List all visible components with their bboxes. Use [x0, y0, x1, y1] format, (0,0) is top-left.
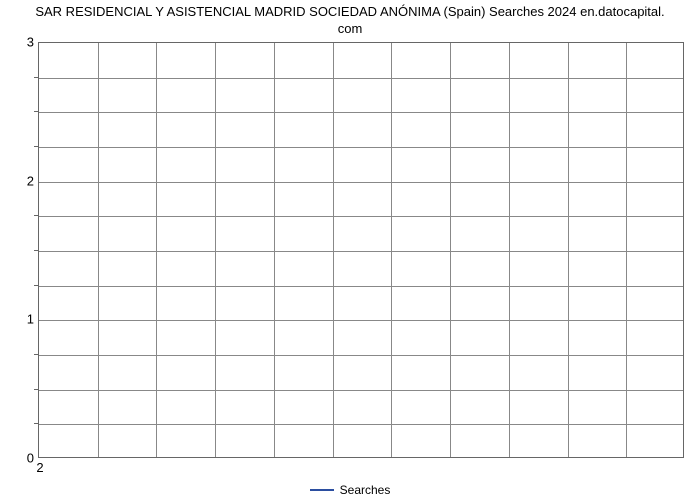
gridline-horizontal [39, 182, 683, 183]
gridline-vertical [333, 43, 334, 457]
gridline-vertical [568, 43, 569, 457]
chart-container: SAR RESIDENCIAL Y ASISTENCIAL MADRID SOC… [0, 0, 700, 500]
gridline-vertical [98, 43, 99, 457]
gridline-vertical [274, 43, 275, 457]
gridline-horizontal [39, 112, 683, 113]
gridline-vertical [626, 43, 627, 457]
y-tick-label: 3 [4, 35, 34, 50]
gridline-vertical [156, 43, 157, 457]
gridline-horizontal [39, 251, 683, 252]
gridline-horizontal [39, 355, 683, 356]
y-minor-tick [34, 423, 38, 424]
gridline-vertical [509, 43, 510, 457]
legend-label: Searches [340, 483, 391, 497]
gridline-horizontal [39, 320, 683, 321]
y-minor-tick [34, 389, 38, 390]
y-minor-tick [34, 354, 38, 355]
gridline-vertical [450, 43, 451, 457]
y-tick-label: 0 [4, 451, 34, 466]
legend-line-icon [310, 489, 334, 491]
y-minor-tick [34, 250, 38, 251]
y-minor-tick [34, 77, 38, 78]
legend: Searches [0, 482, 700, 497]
gridline-vertical [215, 43, 216, 457]
y-tick-label: 2 [4, 173, 34, 188]
y-tick-label: 1 [4, 312, 34, 327]
gridline-horizontal [39, 424, 683, 425]
chart-title-line1: SAR RESIDENCIAL Y ASISTENCIAL MADRID SOC… [35, 4, 664, 19]
gridline-horizontal [39, 286, 683, 287]
chart-title: SAR RESIDENCIAL Y ASISTENCIAL MADRID SOC… [0, 4, 700, 38]
gridline-vertical [391, 43, 392, 457]
x-tick-label: 2 [36, 460, 43, 475]
gridline-horizontal [39, 216, 683, 217]
y-minor-tick [34, 285, 38, 286]
y-minor-tick [34, 146, 38, 147]
y-minor-tick [34, 111, 38, 112]
gridline-horizontal [39, 390, 683, 391]
gridline-horizontal [39, 78, 683, 79]
y-minor-tick [34, 215, 38, 216]
gridline-horizontal [39, 147, 683, 148]
plot-area [38, 42, 684, 458]
chart-title-line2: com [338, 21, 363, 36]
